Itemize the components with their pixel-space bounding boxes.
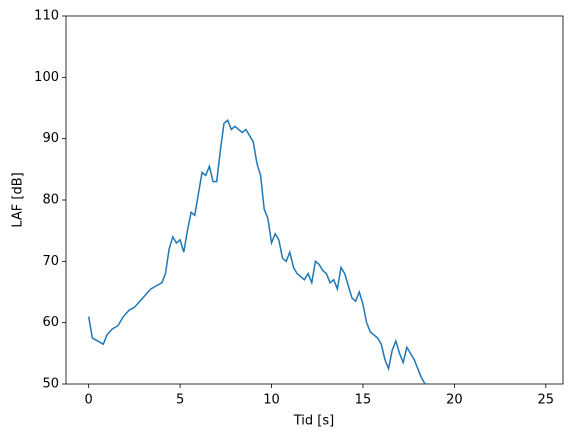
- y-axis-label: LAF [dB]: [11, 172, 26, 227]
- y-tick-label: 80: [42, 193, 59, 208]
- y-tick-label: 60: [42, 315, 59, 330]
- axes-frame: [65, 15, 564, 385]
- x-tick-label: 20: [446, 393, 463, 408]
- x-axis-label: Tid [s]: [293, 414, 334, 429]
- x-tick-label: 10: [263, 393, 280, 408]
- y-tick-label: 90: [42, 131, 59, 146]
- y-tick-label: 110: [34, 9, 59, 24]
- x-tick-label: 15: [355, 393, 372, 408]
- x-tick-label: 0: [85, 393, 93, 408]
- x-tick-label: 5: [176, 393, 184, 408]
- y-tick-label: 70: [42, 254, 59, 269]
- y-tick-label: 100: [34, 70, 59, 85]
- y-tick-label: 50: [42, 377, 59, 392]
- data-line: [87, 119, 429, 384]
- x-tick-label: 25: [538, 393, 555, 408]
